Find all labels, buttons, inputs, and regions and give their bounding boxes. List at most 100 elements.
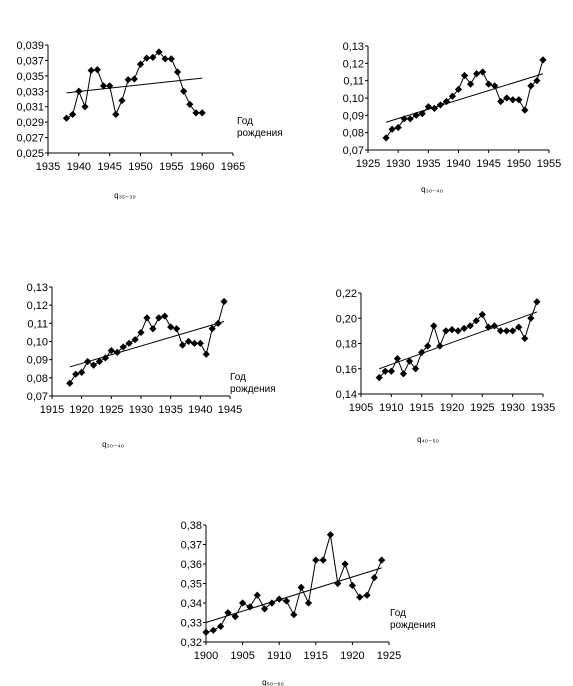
data-point (399, 370, 408, 378)
y-tick-label: 0,13 (343, 41, 364, 53)
x-tick-label: 1955 (159, 161, 183, 173)
data-point (155, 48, 163, 56)
chart-panel-2: 0,07 0,08 0,09 0,10 0,11 0,12 0,13 1925 1930 1935… (343, 41, 562, 194)
x-tick-label: 1950 (128, 161, 152, 173)
data-point (202, 350, 210, 358)
data-point (394, 123, 402, 132)
x-tick-label: 1945 (97, 161, 121, 173)
trend-line (66, 77, 203, 94)
y-tick-label: 0,36 (181, 559, 202, 571)
y-tick-label: 0,12 (27, 300, 48, 312)
data-point (290, 611, 298, 619)
data-point (84, 357, 92, 366)
panel-sub-label: q₃₀₋₄₀ (102, 440, 124, 449)
data-point (430, 322, 438, 330)
data-point (220, 297, 228, 306)
data-point (424, 342, 432, 350)
x-tick-label: 1920 (440, 402, 464, 414)
x-axis-label-line2: рождения (237, 128, 283, 139)
x-tick-label: 1925 (99, 404, 123, 416)
y-tick-label: 0,027 (16, 133, 44, 145)
data-point (466, 80, 475, 88)
x-tick-label: 1960 (190, 161, 214, 173)
data-point (521, 334, 529, 343)
data-point (224, 609, 232, 617)
data-point (190, 339, 198, 347)
data-point (503, 327, 511, 335)
data-point (454, 85, 463, 93)
data-point (406, 115, 414, 123)
data-point (161, 312, 169, 320)
x-tick-label: 1910 (379, 402, 403, 414)
data-point (479, 68, 487, 76)
y-tick-label: 0,08 (343, 128, 364, 140)
data-point (66, 379, 74, 387)
data-point (418, 348, 426, 356)
data-point (382, 134, 390, 142)
y-tick-label: 0,031 (16, 102, 44, 114)
x-tick-label: 1935 (158, 404, 182, 416)
x-tick-label: 1950 (507, 158, 531, 170)
x-tick-label: 1930 (500, 402, 524, 414)
y-tick-label: 0,33 (181, 618, 202, 630)
data-point (348, 581, 356, 590)
y-tick-label: 0,37 (181, 540, 202, 552)
data-point (125, 339, 133, 347)
data-point (167, 55, 175, 63)
y-tick-label: 0,10 (343, 93, 364, 105)
y-tick-label: 0,38 (181, 520, 202, 532)
data-point (246, 603, 254, 611)
data-point (196, 339, 204, 347)
data-point (173, 68, 182, 76)
data-point (484, 323, 492, 331)
data-point (192, 109, 200, 117)
data-point (119, 343, 127, 351)
data-point (99, 82, 108, 90)
x-tick-label: 1965 (221, 161, 245, 173)
y-tick-label: 0,14 (336, 389, 357, 401)
data-point (87, 66, 95, 75)
x-tick-label: 1905 (349, 402, 373, 414)
data-point (490, 322, 499, 330)
data-point (442, 97, 451, 106)
y-tick-label: 0,35 (181, 579, 202, 591)
data-point (178, 341, 187, 349)
data-point (515, 323, 523, 331)
data-point (95, 357, 104, 366)
data-point (202, 628, 210, 636)
x-axis-label-line1: Год (390, 608, 406, 619)
data-point (137, 328, 145, 337)
data-point (334, 579, 342, 588)
data-point (312, 556, 320, 564)
data-point (436, 101, 444, 109)
y-tick-label: 0,033 (16, 86, 44, 98)
data-point (491, 82, 499, 90)
x-tick-label: 1915 (409, 402, 433, 414)
trend-line (379, 311, 538, 370)
data-point (527, 314, 535, 322)
data-point (161, 55, 169, 63)
data-point (375, 373, 383, 382)
data-point (412, 365, 420, 373)
x-tick-label: 1925 (377, 650, 401, 662)
data-point (472, 317, 480, 325)
x-tick-label: 1955 (537, 158, 561, 170)
data-point (149, 325, 157, 333)
y-tick-label: 0,039 (16, 40, 44, 52)
data-point (454, 327, 462, 335)
y-tick-label: 0,037 (16, 55, 44, 67)
x-tick-label: 1940 (188, 404, 212, 416)
data-point (436, 342, 444, 350)
data-point (180, 87, 188, 95)
y-tick-label: 0,09 (27, 355, 48, 367)
data-point (460, 324, 468, 332)
data-point (460, 71, 469, 80)
data-point (186, 100, 194, 108)
data-point (131, 336, 139, 344)
data-point (62, 114, 71, 122)
data-point (448, 92, 457, 100)
data-point (378, 556, 386, 564)
data-point (81, 103, 89, 111)
data-point (217, 622, 225, 630)
data-point (107, 346, 115, 355)
